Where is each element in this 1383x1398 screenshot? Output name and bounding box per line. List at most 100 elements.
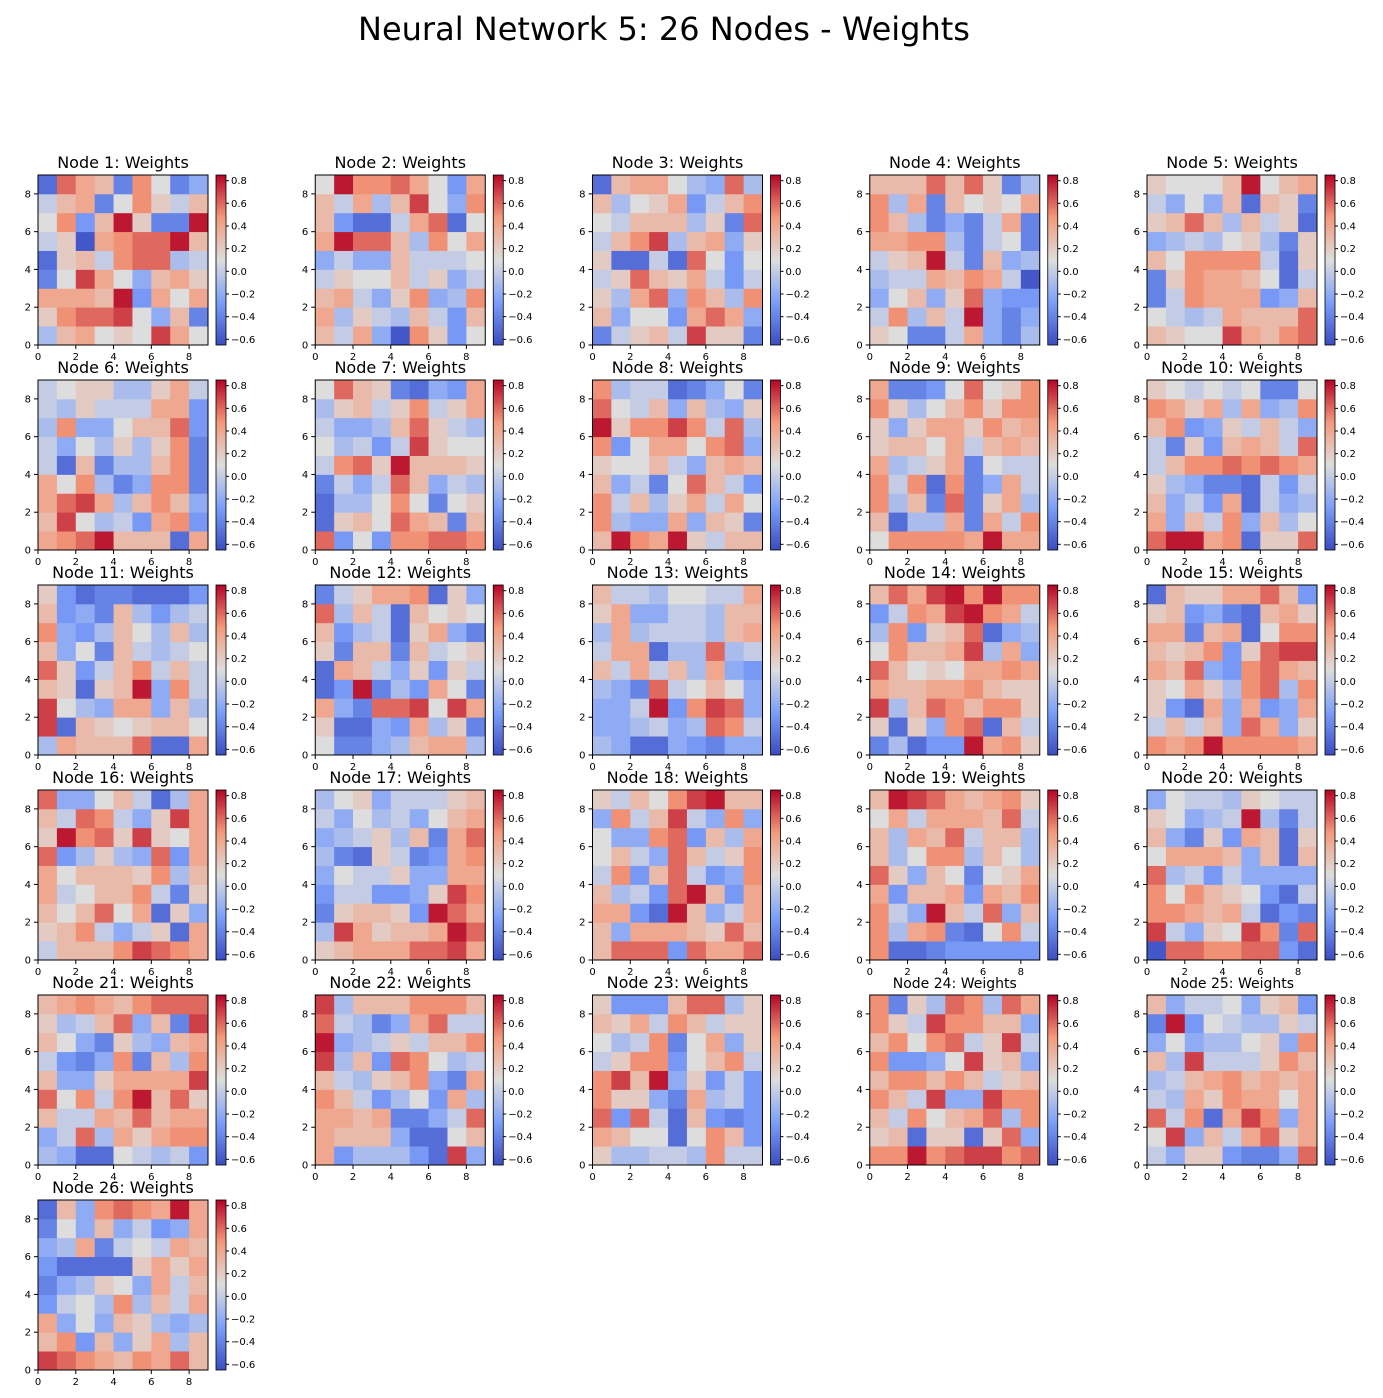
heatmap-cell [926,622,946,643]
heatmap-cell [1165,698,1186,718]
heatmap-cell [1279,326,1299,346]
heatmap-cell [1260,660,1280,680]
panel-title: Node 24: Weights [893,976,1017,992]
heatmap-cell [926,326,946,346]
heatmap-cell [170,884,190,904]
heatmap-cell [1001,922,1022,942]
heatmap-cell [724,1108,745,1128]
heatmap-cell [132,679,152,699]
heatmap-cell [447,827,467,848]
axes-frame [37,1199,209,1371]
colorbar [215,1199,227,1371]
colorbar-tick-label: 0.0 [786,677,802,688]
heatmap-cell [38,398,58,419]
heatmap-cell [447,790,467,810]
heatmap-cell [1222,288,1242,308]
heatmap-cell [964,307,984,327]
heatmap-cell [1279,698,1299,718]
heatmap-cell [1203,585,1223,605]
heatmap-cell [907,288,927,308]
heatmap-cell [1222,455,1242,475]
heatmap-cell [170,1218,190,1239]
heatmap-cell [1001,846,1022,866]
heatmap-cell [611,326,631,346]
heatmap-cell [592,585,612,605]
heatmap-cell [334,808,354,829]
heatmap-cell [170,1275,190,1295]
heatmap-cell [315,417,335,438]
heatmap-cell [334,585,354,605]
x-tick-label: 6 [148,1377,154,1388]
heatmap-cell [592,493,612,513]
colorbar-tick-label: 0.2 [231,449,247,460]
heatmap-cell [964,790,984,810]
heatmap-cell [686,808,707,829]
heatmap-cell [907,1032,927,1053]
heatmap-cell [428,622,448,643]
heatmap-cell [611,846,631,866]
heatmap-cell [1222,1070,1242,1090]
colorbar-tick-label: 0.4 [1063,427,1079,438]
y-tick-label: 6 [856,637,862,648]
heatmap-cell [907,679,927,699]
heatmap-cell [132,808,152,829]
heatmap-cell [1241,941,1261,961]
heatmap-cell [1147,1032,1167,1053]
heatmap-cell [869,455,890,475]
heatmap-cell [743,380,763,400]
heatmap-cell [56,679,77,699]
heatmap-cell [1222,398,1242,419]
colorbar-tick-label: −0.4 [786,517,810,528]
heatmap-cell [466,493,486,513]
heatmap-cell [75,380,96,400]
x-tick-label: 4 [942,762,948,773]
colorbar-tick-label: 0.0 [231,267,247,278]
heatmap-cell [705,736,726,756]
heatmap-cell [151,1108,171,1128]
heatmap-cell [926,995,946,1015]
heatmap-cell [926,660,946,680]
heatmap-cell [38,922,58,942]
colorbar-tick-label: 0.0 [1340,677,1356,688]
x-tick-label: 4 [665,762,671,773]
heatmap-cell [668,679,688,699]
heatmap-cell [869,250,890,270]
y-tick-label: 2 [1134,303,1140,314]
heatmap-cell [945,585,965,605]
heatmap-cell [132,790,152,810]
colorbar-tick-label: 0.6 [1340,199,1356,210]
heatmap-cell [151,436,171,456]
heatmap-cell [1241,1089,1261,1109]
heatmap-cell [869,326,890,346]
heatmap-cell [1184,1032,1205,1053]
heatmap-cell [466,736,486,756]
heatmap-cell [668,250,688,270]
heatmap-cell [1260,585,1280,605]
heatmap-cell [315,1013,335,1034]
y-tick-label: 2 [25,918,31,929]
heatmap-cell [315,736,335,756]
heatmap-cell [983,846,1003,866]
heatmap-cell [1165,417,1186,438]
heatmap-cell [649,288,669,308]
heatmap-cell [743,288,763,308]
heatmap-cell [649,436,669,456]
heatmap-cell [888,679,908,699]
heatmap-cell [888,903,908,923]
heatmap-cell [869,231,890,251]
heatmap-cell [94,622,114,643]
heatmap-cell [1298,288,1318,308]
heatmap-cell [1260,1070,1280,1090]
heatmap-cell [1147,1013,1167,1034]
heatmap-cell [888,1146,908,1166]
x-tick-label: 8 [1295,762,1301,773]
heatmap-cell [869,1032,890,1053]
heatmap-cell [1001,455,1022,475]
heatmap-cell [743,1089,763,1109]
colorbar-tick-label: −0.2 [231,905,255,916]
heatmap-cell [1001,474,1022,494]
heatmap-cell [1147,808,1167,829]
heatmap-cell [371,512,392,532]
heatmap-cell [189,1351,209,1371]
